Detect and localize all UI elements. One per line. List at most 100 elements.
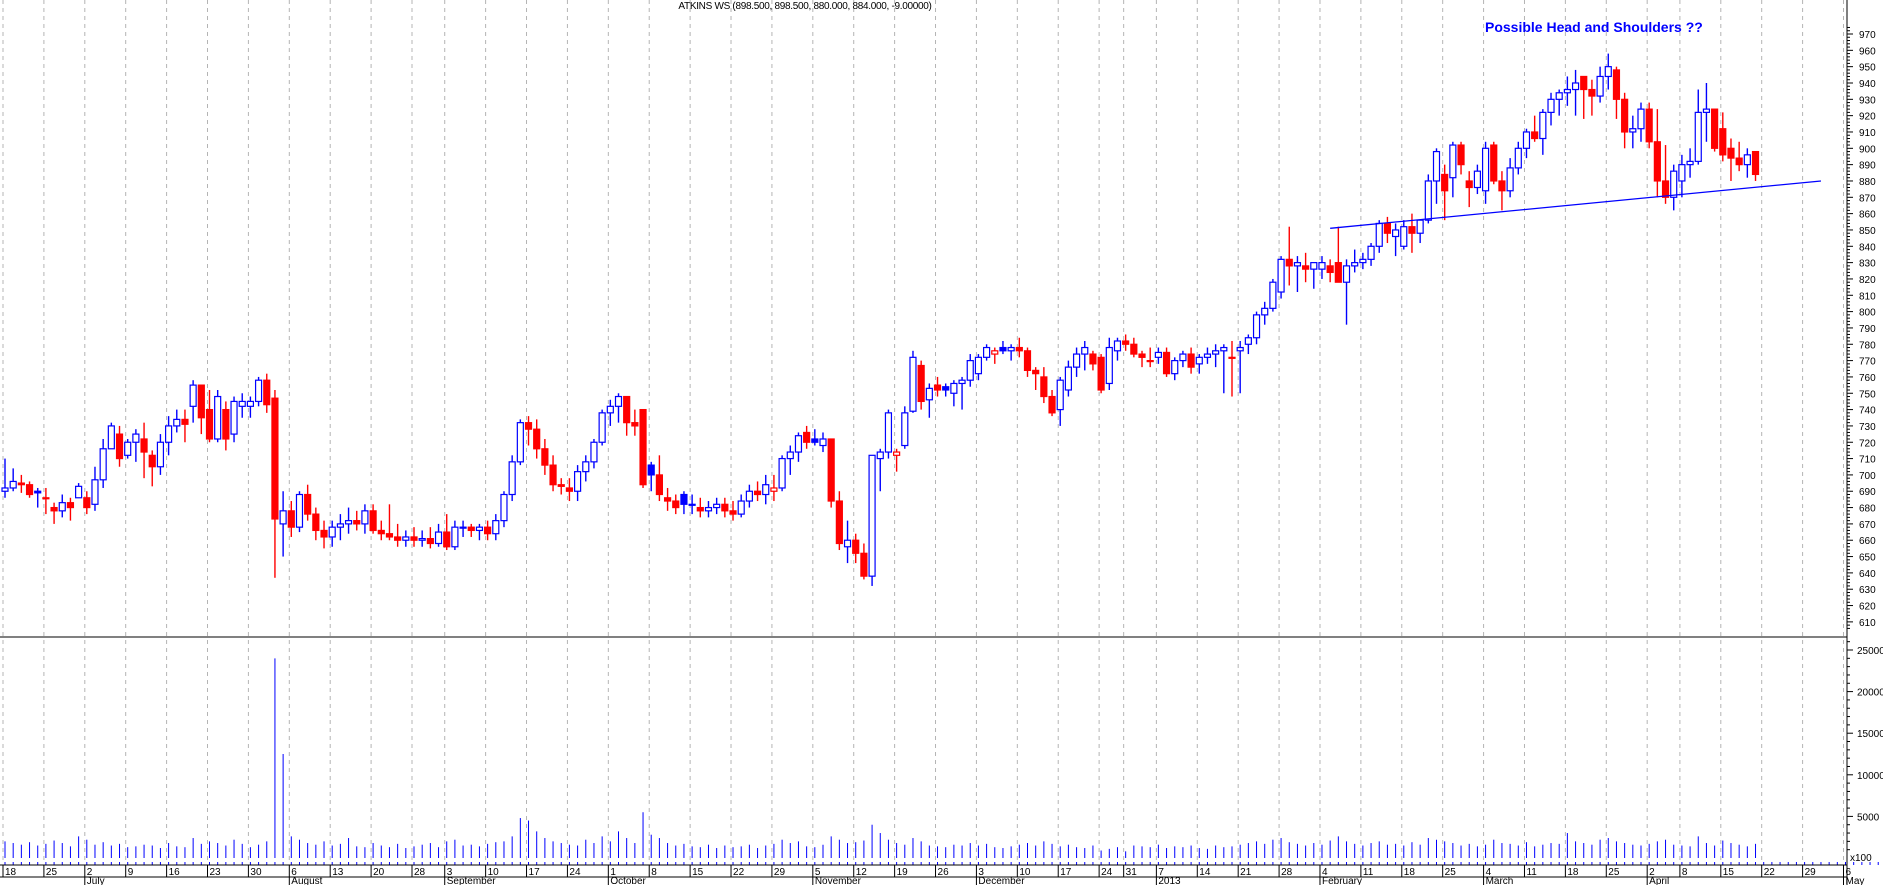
candle-body: [786, 451, 794, 460]
date-tick-label: 30: [250, 867, 262, 878]
candle-body: [1645, 108, 1653, 143]
candle-body: [205, 408, 214, 440]
candle-body: [565, 487, 574, 492]
date-tick-label: 22: [733, 867, 745, 878]
date-tick-label: 24: [1101, 867, 1113, 878]
candle-body: [1621, 98, 1629, 133]
candle-body: [713, 503, 721, 509]
candle-body: [1481, 147, 1490, 192]
candle-body: [369, 510, 377, 532]
candle-body: [75, 485, 83, 499]
candle-body: [1416, 219, 1424, 234]
candle-body: [25, 484, 34, 496]
candle-body: [1555, 92, 1563, 100]
candle-body: [508, 461, 516, 496]
candle-body: [34, 490, 42, 494]
candle-body: [1490, 144, 1498, 182]
candle-body: [901, 412, 909, 447]
date-tick-label: 15: [1723, 867, 1735, 878]
candle-body: [1187, 353, 1195, 368]
candle-body: [1220, 346, 1228, 352]
month-label: December: [978, 876, 1025, 885]
candle-body: [1661, 180, 1670, 198]
date-tick-label: 23: [210, 867, 222, 878]
price-tick-label: 790: [1859, 324, 1876, 335]
candle-body: [1408, 226, 1416, 234]
date-tick-label: 25: [1608, 867, 1620, 878]
candle-body: [426, 537, 434, 545]
date-tick-label: 18: [1404, 867, 1416, 878]
candle-body: [1391, 229, 1400, 238]
candle-body: [729, 510, 737, 515]
candle-body: [1195, 356, 1203, 365]
candle-body: [312, 513, 320, 532]
candle-body: [394, 536, 402, 541]
candle-body: [1277, 258, 1285, 293]
price-tick-label: 690: [1859, 487, 1876, 498]
date-tick-label: 9: [128, 867, 134, 878]
price-tick-label: 850: [1859, 226, 1876, 237]
candle-body: [1678, 164, 1686, 182]
candle-body: [598, 412, 606, 443]
candle-body: [1629, 128, 1637, 133]
candle-body: [516, 422, 524, 463]
candle-body: [762, 484, 770, 496]
volume-tick-label: 15000: [1857, 729, 1883, 740]
candle-body: [1432, 150, 1441, 182]
date-tick-label: 4: [1486, 867, 1492, 878]
candle-body: [410, 536, 418, 541]
candle-body: [1563, 88, 1571, 94]
candle-body: [66, 502, 75, 509]
price-tick-label: 900: [1859, 144, 1876, 155]
date-tick-label: 19: [897, 867, 909, 878]
candle-body: [1383, 222, 1392, 234]
month-label: September: [447, 876, 497, 885]
date-tick-label: 10: [488, 867, 500, 878]
candle-body: [1670, 170, 1678, 198]
candle-body: [475, 526, 484, 532]
date-tick-label: 15: [692, 867, 704, 878]
candle-body: [1015, 346, 1023, 352]
candle-body: [860, 552, 868, 577]
candle-body: [1023, 350, 1032, 371]
candle-body: [942, 386, 950, 391]
date-tick-label: 14: [1199, 867, 1211, 878]
candle-body: [1498, 180, 1506, 192]
date-tick-label: 12: [856, 867, 868, 878]
candle-body: [91, 479, 99, 505]
candle-body: [1, 487, 9, 492]
candle-body: [1146, 360, 1154, 363]
candle-body: [639, 408, 647, 486]
candle-body: [402, 536, 410, 541]
date-tick-label: 26: [938, 867, 950, 878]
candle-body: [1571, 82, 1580, 91]
candle-body: [336, 523, 344, 528]
candle-body: [1122, 340, 1130, 345]
date-tick-label: 13: [332, 867, 344, 878]
candle-body: [385, 533, 394, 538]
candle-body: [1081, 346, 1089, 355]
candle-body: [753, 490, 762, 496]
candle-body: [50, 506, 58, 512]
candle-body: [672, 500, 680, 509]
price-tick-label: 750: [1859, 389, 1876, 400]
candle-body: [287, 510, 295, 528]
price-tick-label: 710: [1859, 455, 1876, 466]
candle-body: [124, 441, 132, 456]
candle-body: [1089, 353, 1097, 365]
volume-tick-label: 10000: [1857, 771, 1883, 782]
candle-body: [958, 379, 966, 385]
candle-body: [835, 500, 843, 545]
price-tick-label: 700: [1859, 471, 1876, 482]
candle-body: [361, 510, 369, 525]
candle-body: [549, 464, 557, 486]
month-label: August: [291, 876, 322, 885]
price-tick-label: 610: [1859, 618, 1876, 629]
candle-body: [1351, 262, 1359, 267]
candle-body: [1285, 258, 1293, 267]
candle-body: [17, 482, 25, 486]
date-tick-label: 25: [46, 867, 58, 878]
date-tick-label: 8: [1682, 867, 1688, 878]
price-tick-label: 670: [1859, 520, 1876, 531]
